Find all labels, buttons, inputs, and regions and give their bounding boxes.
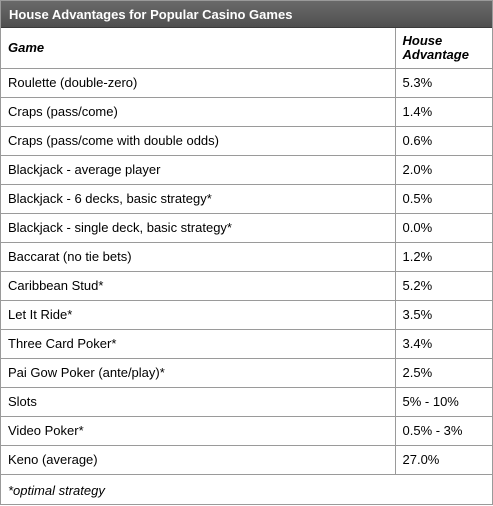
game-cell: Caribbean Stud*: [1, 270, 396, 301]
game-cell: Craps (pass/come): [1, 96, 396, 127]
table-row: Craps (pass/come) 1.4%: [1, 96, 492, 127]
table-row: Video Poker* 0.5% - 3%: [1, 415, 492, 446]
game-cell: Craps (pass/come with double odds): [1, 125, 396, 156]
house-advantage-cell: 3.4%: [394, 328, 492, 359]
column-header-house-advantage: House Advantage: [394, 28, 492, 69]
table-row: Baccarat (no tie bets) 1.2%: [1, 241, 492, 272]
game-cell: Blackjack - average player: [1, 154, 396, 185]
game-cell: Slots: [1, 386, 396, 417]
house-advantage-cell: 1.4%: [394, 96, 492, 127]
house-advantage-cell: 5.2%: [394, 270, 492, 301]
game-cell: Pai Gow Poker (ante/play)*: [1, 357, 396, 388]
table-row: Pai Gow Poker (ante/play)* 2.5%: [1, 357, 492, 388]
game-cell: Three Card Poker*: [1, 328, 396, 359]
game-cell: Roulette (double-zero): [1, 67, 396, 98]
house-advantage-cell: 3.5%: [394, 299, 492, 330]
table-header-row: Game House Advantage: [1, 28, 492, 69]
house-advantage-cell: 5% - 10%: [394, 386, 492, 417]
game-cell: Blackjack - single deck, basic strategy*: [1, 212, 396, 243]
table-row: Keno (average) 27.0%: [1, 444, 492, 475]
house-advantage-cell: 2.5%: [394, 357, 492, 388]
house-advantage-cell: 0.5% - 3%: [394, 415, 492, 446]
table-row: Roulette (double-zero) 5.3%: [1, 67, 492, 98]
game-cell: Blackjack - 6 decks, basic strategy*: [1, 183, 396, 214]
game-cell: Keno (average): [1, 444, 396, 475]
table-row: Caribbean Stud* 5.2%: [1, 270, 492, 301]
table-title: House Advantages for Popular Casino Game…: [1, 1, 492, 28]
table-row: Craps (pass/come with double odds) 0.6%: [1, 125, 492, 156]
house-advantage-cell: 1.2%: [394, 241, 492, 272]
table-row: Blackjack - single deck, basic strategy*…: [1, 212, 492, 243]
table-row: Three Card Poker* 3.4%: [1, 328, 492, 359]
house-advantage-cell: 0.5%: [394, 183, 492, 214]
table-row: Slots 5% - 10%: [1, 386, 492, 417]
house-advantage-cell: 0.0%: [394, 212, 492, 243]
house-advantage-cell: 27.0%: [394, 444, 492, 475]
game-cell: Baccarat (no tie bets): [1, 241, 396, 272]
game-cell: Let It Ride*: [1, 299, 396, 330]
footnote: *optimal strategy: [8, 482, 105, 498]
house-advantage-cell: 0.6%: [394, 125, 492, 156]
table-row: Let It Ride* 3.5%: [1, 299, 492, 330]
house-advantage-cell: 5.3%: [394, 67, 492, 98]
house-advantage-cell: 2.0%: [394, 154, 492, 185]
table-row: Blackjack - average player 2.0%: [1, 154, 492, 185]
table-row: Blackjack - 6 decks, basic strategy* 0.5%: [1, 183, 492, 214]
house-advantage-table: Game House Advantage Roulette (double-ze…: [1, 28, 492, 475]
column-header-game: Game: [1, 28, 396, 69]
game-cell: Video Poker*: [1, 415, 396, 446]
